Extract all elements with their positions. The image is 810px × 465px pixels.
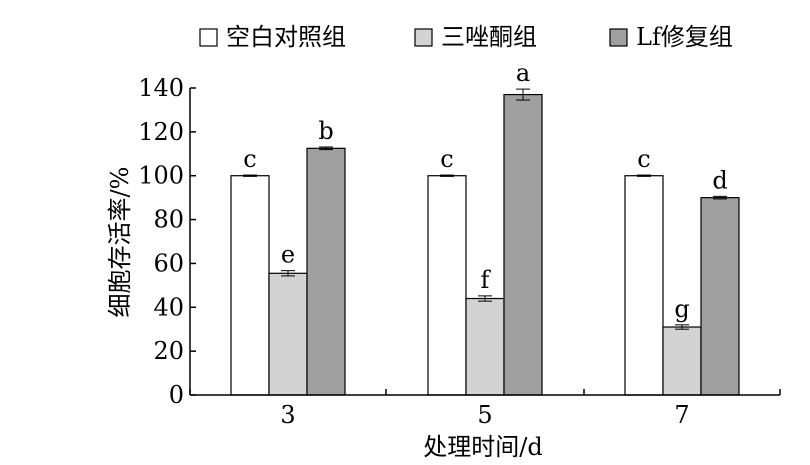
legend-swatch [414,28,433,47]
x-tick-label: 5 [477,401,492,429]
bars: c c c e f g b a d [230,59,740,396]
significance-label: c [243,145,256,173]
significance-label: c [637,145,650,173]
y-axis-title: 细胞存活率/% [106,167,134,318]
legend-swatch [609,28,628,47]
legend-label: 三唑酮组 [441,23,537,51]
legend-label: Lf修复组 [636,23,733,51]
significance-label: a [516,59,530,87]
y-tick-label: 60 [153,249,184,277]
bar [662,326,702,396]
x-axis-title: 处理时间/d [423,433,542,461]
y-tick-label: 120 [138,118,184,146]
axes: 0 20 40 60 80 100 120 140 3 5 7 [138,74,781,429]
significance-label: d [712,166,727,194]
bar [700,197,740,396]
bar [230,175,270,396]
legend-label: 空白对照组 [226,23,346,51]
bar [268,272,308,396]
y-tick-label: 40 [153,293,184,321]
legend-swatch [199,28,218,47]
significance-label: e [281,241,295,269]
y-tick-label: 140 [138,74,184,102]
significance-label: f [481,266,492,294]
significance-label: g [674,295,689,323]
y-tick-label: 0 [169,381,184,409]
significance-label: c [440,145,453,173]
x-tick-label: 7 [674,401,689,429]
bar [503,93,543,396]
significance-label: b [318,117,333,145]
bar [427,175,467,396]
legend: 空白对照组 三唑酮组 Lf修复组 [199,23,733,51]
bar [306,147,346,396]
x-tick-label: 3 [280,401,295,429]
bar [624,175,664,396]
y-tick-label: 80 [153,206,184,234]
bar [465,297,505,396]
y-tick-label: 20 [153,337,184,365]
y-tick-label: 100 [138,162,184,190]
